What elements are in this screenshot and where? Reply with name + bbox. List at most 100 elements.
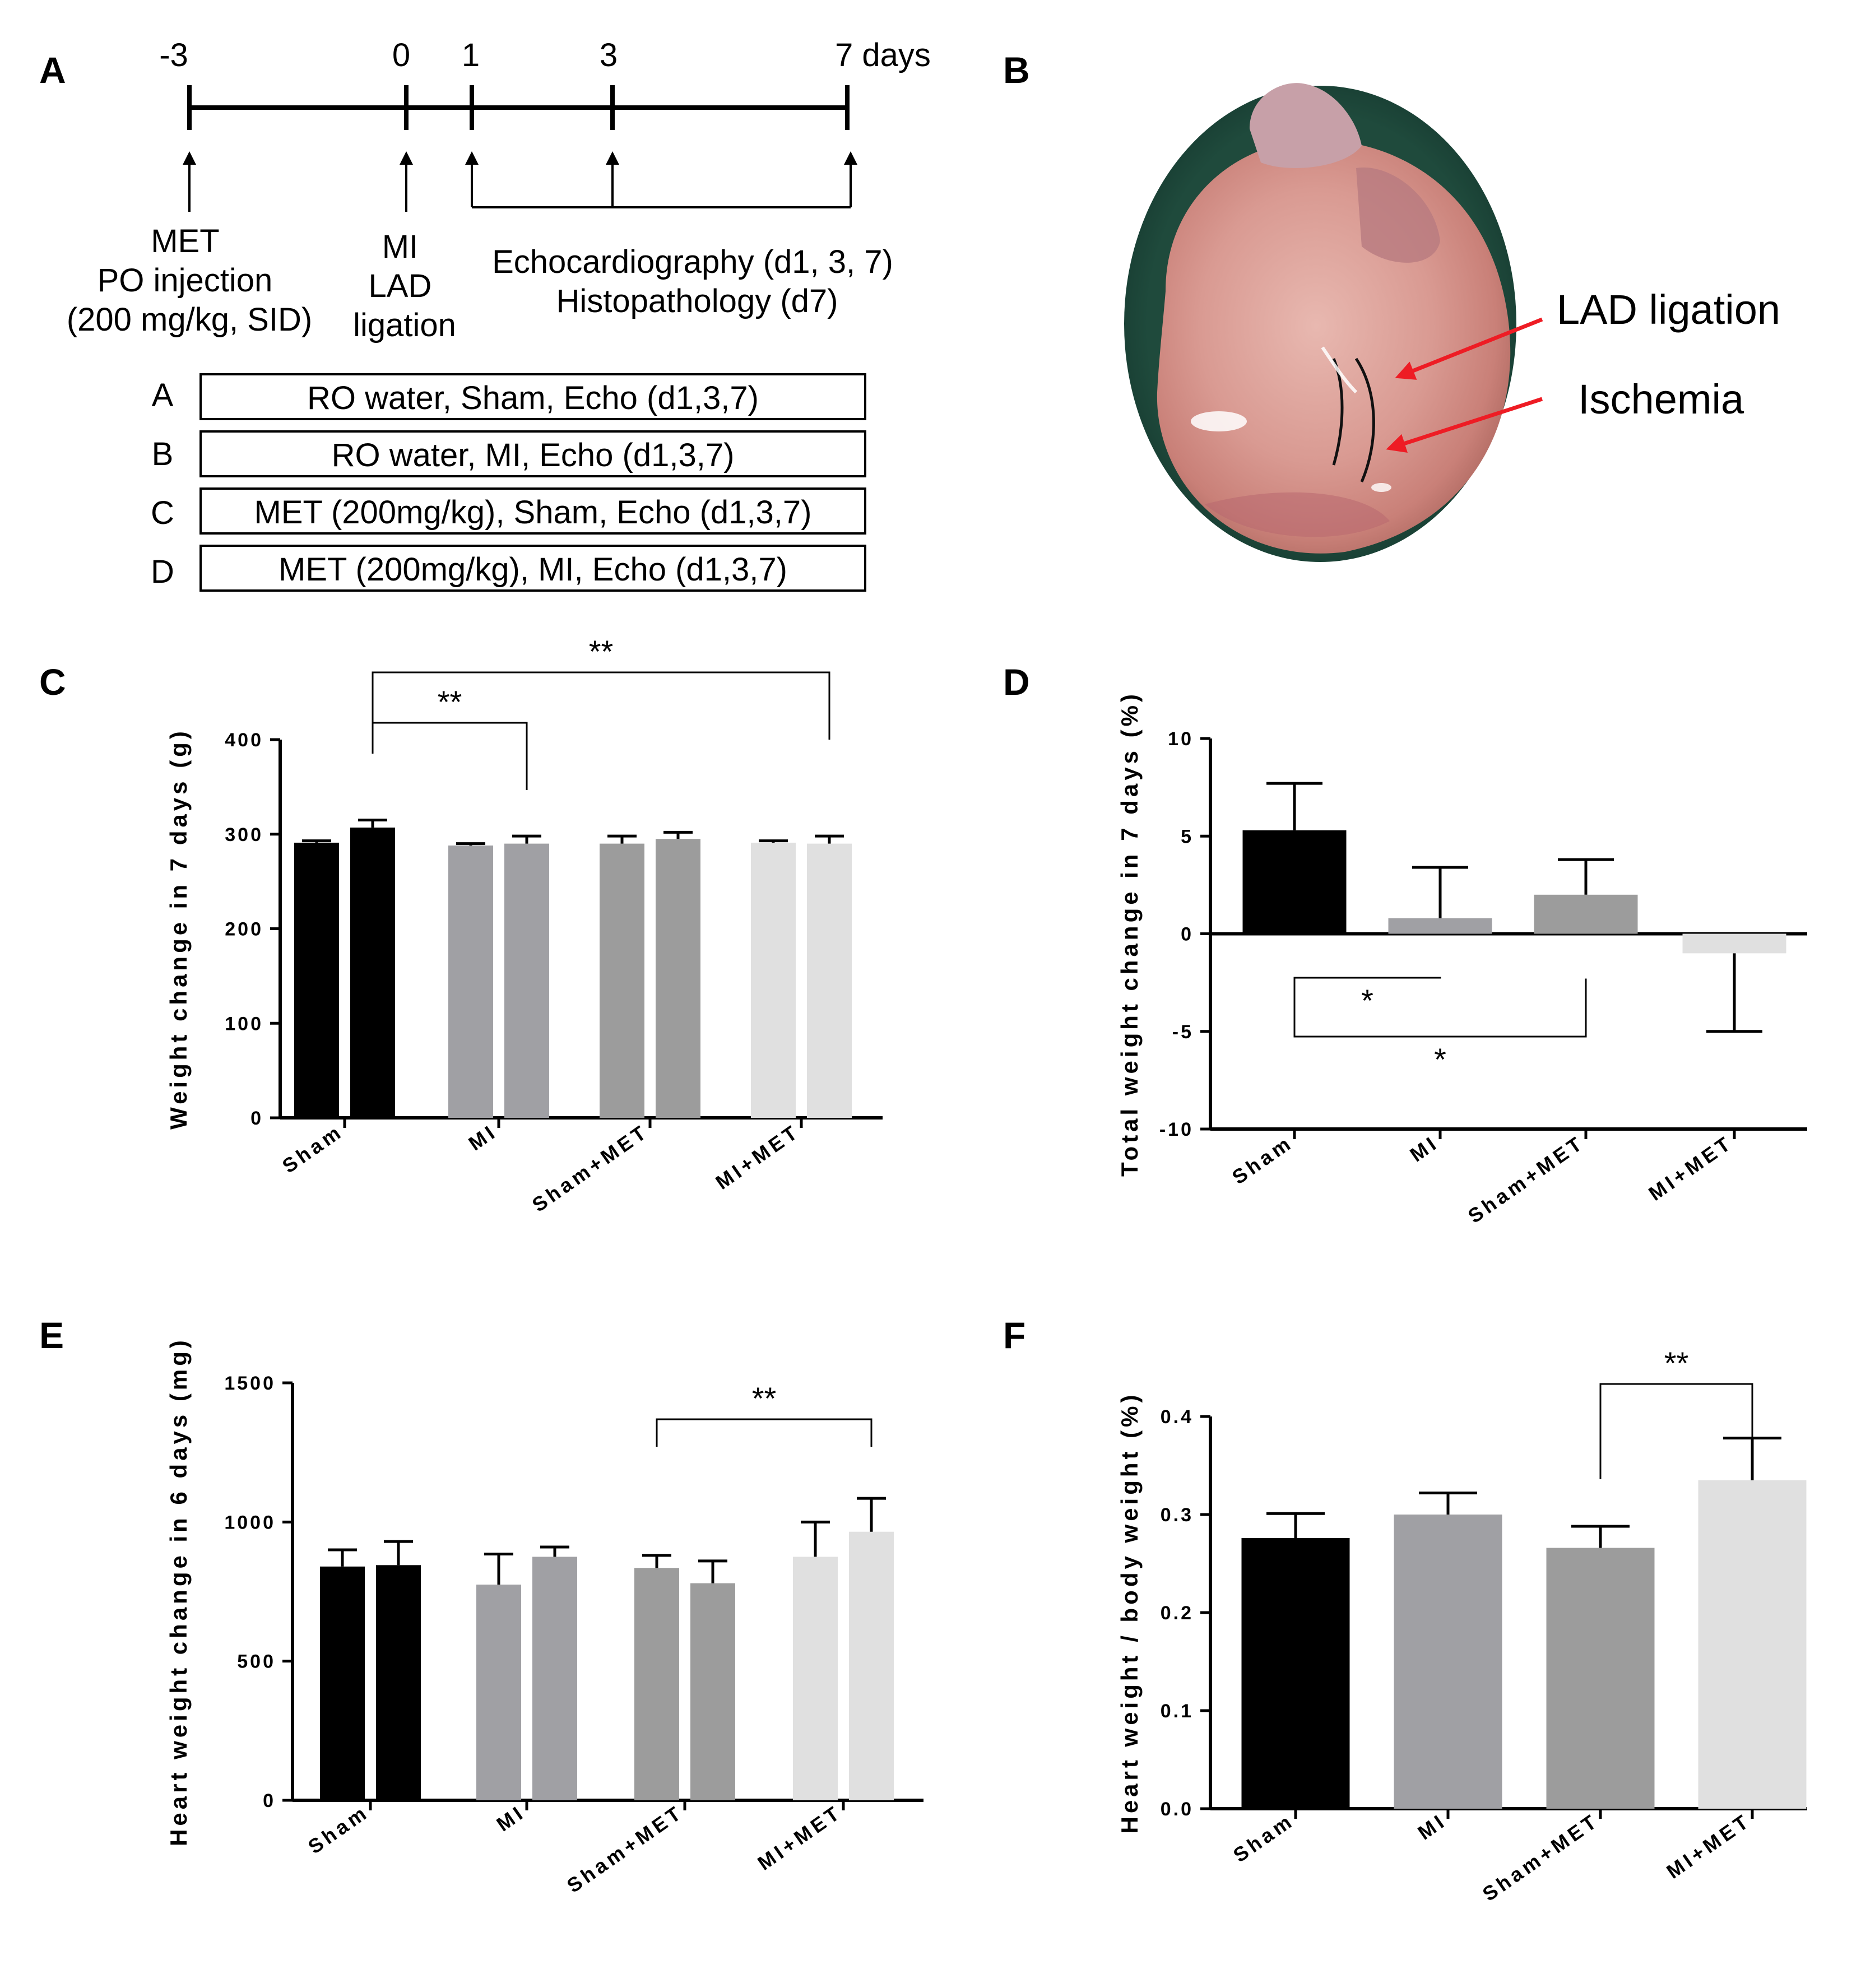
heart-vessels	[1250, 83, 1362, 168]
panel-a: A -3 0 1 3 7 days MET PO injection (200 …	[39, 37, 931, 592]
group-description: RO water, MI, Echo (d1,3,7)	[332, 437, 735, 473]
panel-e: E 0 500 1000 1500 Heart weight change in 6 d…	[39, 1315, 923, 1897]
bar-mi-met	[1698, 1480, 1807, 1809]
met-description: MET PO injection (200 mg/kg, SID)	[67, 223, 312, 338]
y-tick-label: 10	[1168, 728, 1194, 750]
panel-f: F 0.0 0.1 0.2 0.3 0.4 Heart weight / body wei…	[1003, 1315, 1807, 1906]
timeline-label-day0: 0	[392, 37, 410, 73]
group-row-b: B RO water, MI, Echo (d1,3,7)	[152, 430, 866, 477]
y-tick-label: 0.0	[1161, 1799, 1194, 1820]
group-row-d: D MET (200mg/kg), MI, Echo (d1,3,7)	[151, 545, 866, 592]
y-tick-label: 0.3	[1161, 1504, 1194, 1526]
y-tick-label: 1000	[224, 1512, 276, 1533]
bar-sham-2	[376, 1565, 421, 1800]
x-category-label: Sham+MET	[528, 1120, 653, 1216]
y-axis-label: Weight change in 7 days (g)	[165, 728, 192, 1130]
panel-d: D -10 -5 0 5 10 Total weight change in 7 days…	[1003, 661, 1807, 1228]
group-letter: A	[152, 377, 174, 414]
chart-c: 0 100 200 300 400 Weight change in 7 days (g)…	[165, 634, 883, 1216]
ischemic-area	[1205, 492, 1390, 537]
panel-c: C 0 100 200 300 400 Weight change in 7 days (…	[39, 634, 883, 1216]
x-category-label: Sham	[304, 1800, 373, 1859]
significance-label: **	[438, 684, 462, 719]
y-tick-label: 1500	[224, 1373, 276, 1394]
lad-ligation-arrow	[1395, 317, 1543, 380]
suture-knot	[1321, 346, 1358, 394]
y-tick-label: 0.4	[1161, 1406, 1194, 1428]
significance-bracket	[1599, 1383, 1753, 1479]
significance-bracket	[372, 671, 830, 745]
bar-mi-2	[504, 843, 549, 1118]
y-tick-label: -10	[1159, 1119, 1194, 1140]
light-reflection	[1191, 411, 1247, 431]
bar-mi-met-2	[807, 843, 852, 1118]
bar-sham-met-2	[690, 1583, 735, 1800]
y-tick-label: 0	[263, 1790, 276, 1812]
y-axis-label: Heart weight change in 6 days (mg)	[165, 1337, 192, 1846]
bar-sham	[1242, 830, 1347, 934]
bar-mi	[1388, 918, 1492, 934]
bar-sham-met-1	[600, 843, 644, 1118]
panel-label-f: F	[1003, 1315, 1025, 1356]
bar-sham-met	[1534, 894, 1638, 934]
x-category-label: Sham+MET	[1464, 1131, 1589, 1228]
light-reflection	[1371, 483, 1391, 492]
y-tick-label: 400	[225, 730, 263, 751]
bar-mi	[1394, 1515, 1502, 1809]
x-category-label: MI	[492, 1800, 529, 1836]
x-category-label: MI+MET	[711, 1120, 804, 1194]
y-tick-label: 0	[1181, 924, 1194, 945]
x-category-label: Sham	[1229, 1809, 1298, 1867]
heart-photo	[1124, 83, 1516, 562]
x-category-label: MI	[1413, 1809, 1450, 1844]
x-category-label: MI+MET	[753, 1800, 846, 1875]
significance-label: *	[1361, 983, 1373, 1018]
bar-mi-met	[1682, 933, 1786, 954]
y-axis-label: Heart weight / body weight (%)	[1116, 1391, 1143, 1833]
group-row-a: A RO water, Sham, Echo (d1,3,7)	[152, 373, 866, 420]
group-letter: C	[151, 495, 174, 531]
panel-label-d: D	[1003, 661, 1030, 703]
ischemia-arrow	[1386, 397, 1543, 453]
y-tick-label: 0.2	[1161, 1603, 1194, 1624]
significance-bracket	[656, 1418, 873, 1447]
chart-d: -10 -5 0 5 10 Total weight change in 7 days (…	[1116, 691, 1807, 1228]
bar-mi-met-1	[751, 842, 796, 1118]
y-tick-label: 200	[225, 919, 263, 940]
bar-sham-2	[350, 827, 395, 1118]
left-atrium	[1356, 167, 1440, 263]
y-tick-label: 300	[225, 824, 263, 846]
bar-sham-1	[320, 1566, 365, 1800]
heart-shape	[1157, 140, 1511, 554]
x-category-label: MI+MET	[1662, 1809, 1755, 1883]
echo-description: Echocardiography (d1, 3, 7) Histopatholo…	[492, 244, 902, 319]
y-axis-label: Total weight change in 7 days (%)	[1116, 691, 1143, 1177]
panel-label-a: A	[39, 49, 66, 91]
x-category-label: Sham	[1228, 1131, 1297, 1189]
timeline-label-day-minus3: -3	[159, 37, 188, 73]
group-box	[199, 373, 866, 420]
y-tick-label: 0.1	[1161, 1701, 1194, 1722]
x-category-label: Sham+MET	[1478, 1809, 1603, 1906]
y-tick-label: 5	[1181, 826, 1194, 847]
group-letter: D	[151, 554, 174, 590]
panel-label-c: C	[39, 661, 66, 703]
y-tick-label: 100	[225, 1013, 263, 1034]
bar-sham-met-1	[634, 1568, 679, 1800]
group-description: MET (200mg/kg), Sham, Echo (d1,3,7)	[254, 494, 811, 531]
suture-line	[1354, 357, 1375, 482]
x-category-label: Sham+MET	[563, 1800, 688, 1897]
panel-label-b: B	[1003, 49, 1030, 91]
group-box	[199, 487, 866, 535]
x-category-label: MI	[1405, 1131, 1442, 1166]
group-box	[199, 430, 866, 477]
lad-ligation-label: LAD ligation	[1557, 286, 1780, 333]
panel-label-e: E	[39, 1315, 64, 1356]
bar-mi-met-1	[793, 1557, 838, 1800]
significance-label: **	[752, 1381, 777, 1416]
bar-sham-met-2	[656, 839, 700, 1118]
chart-f: 0.0 0.1 0.2 0.3 0.4 Heart weight / body weigh…	[1116, 1345, 1807, 1906]
group-letter: B	[152, 436, 174, 472]
group-description: RO water, Sham, Echo (d1,3,7)	[307, 380, 759, 416]
x-category-label: MI+MET	[1644, 1131, 1737, 1205]
